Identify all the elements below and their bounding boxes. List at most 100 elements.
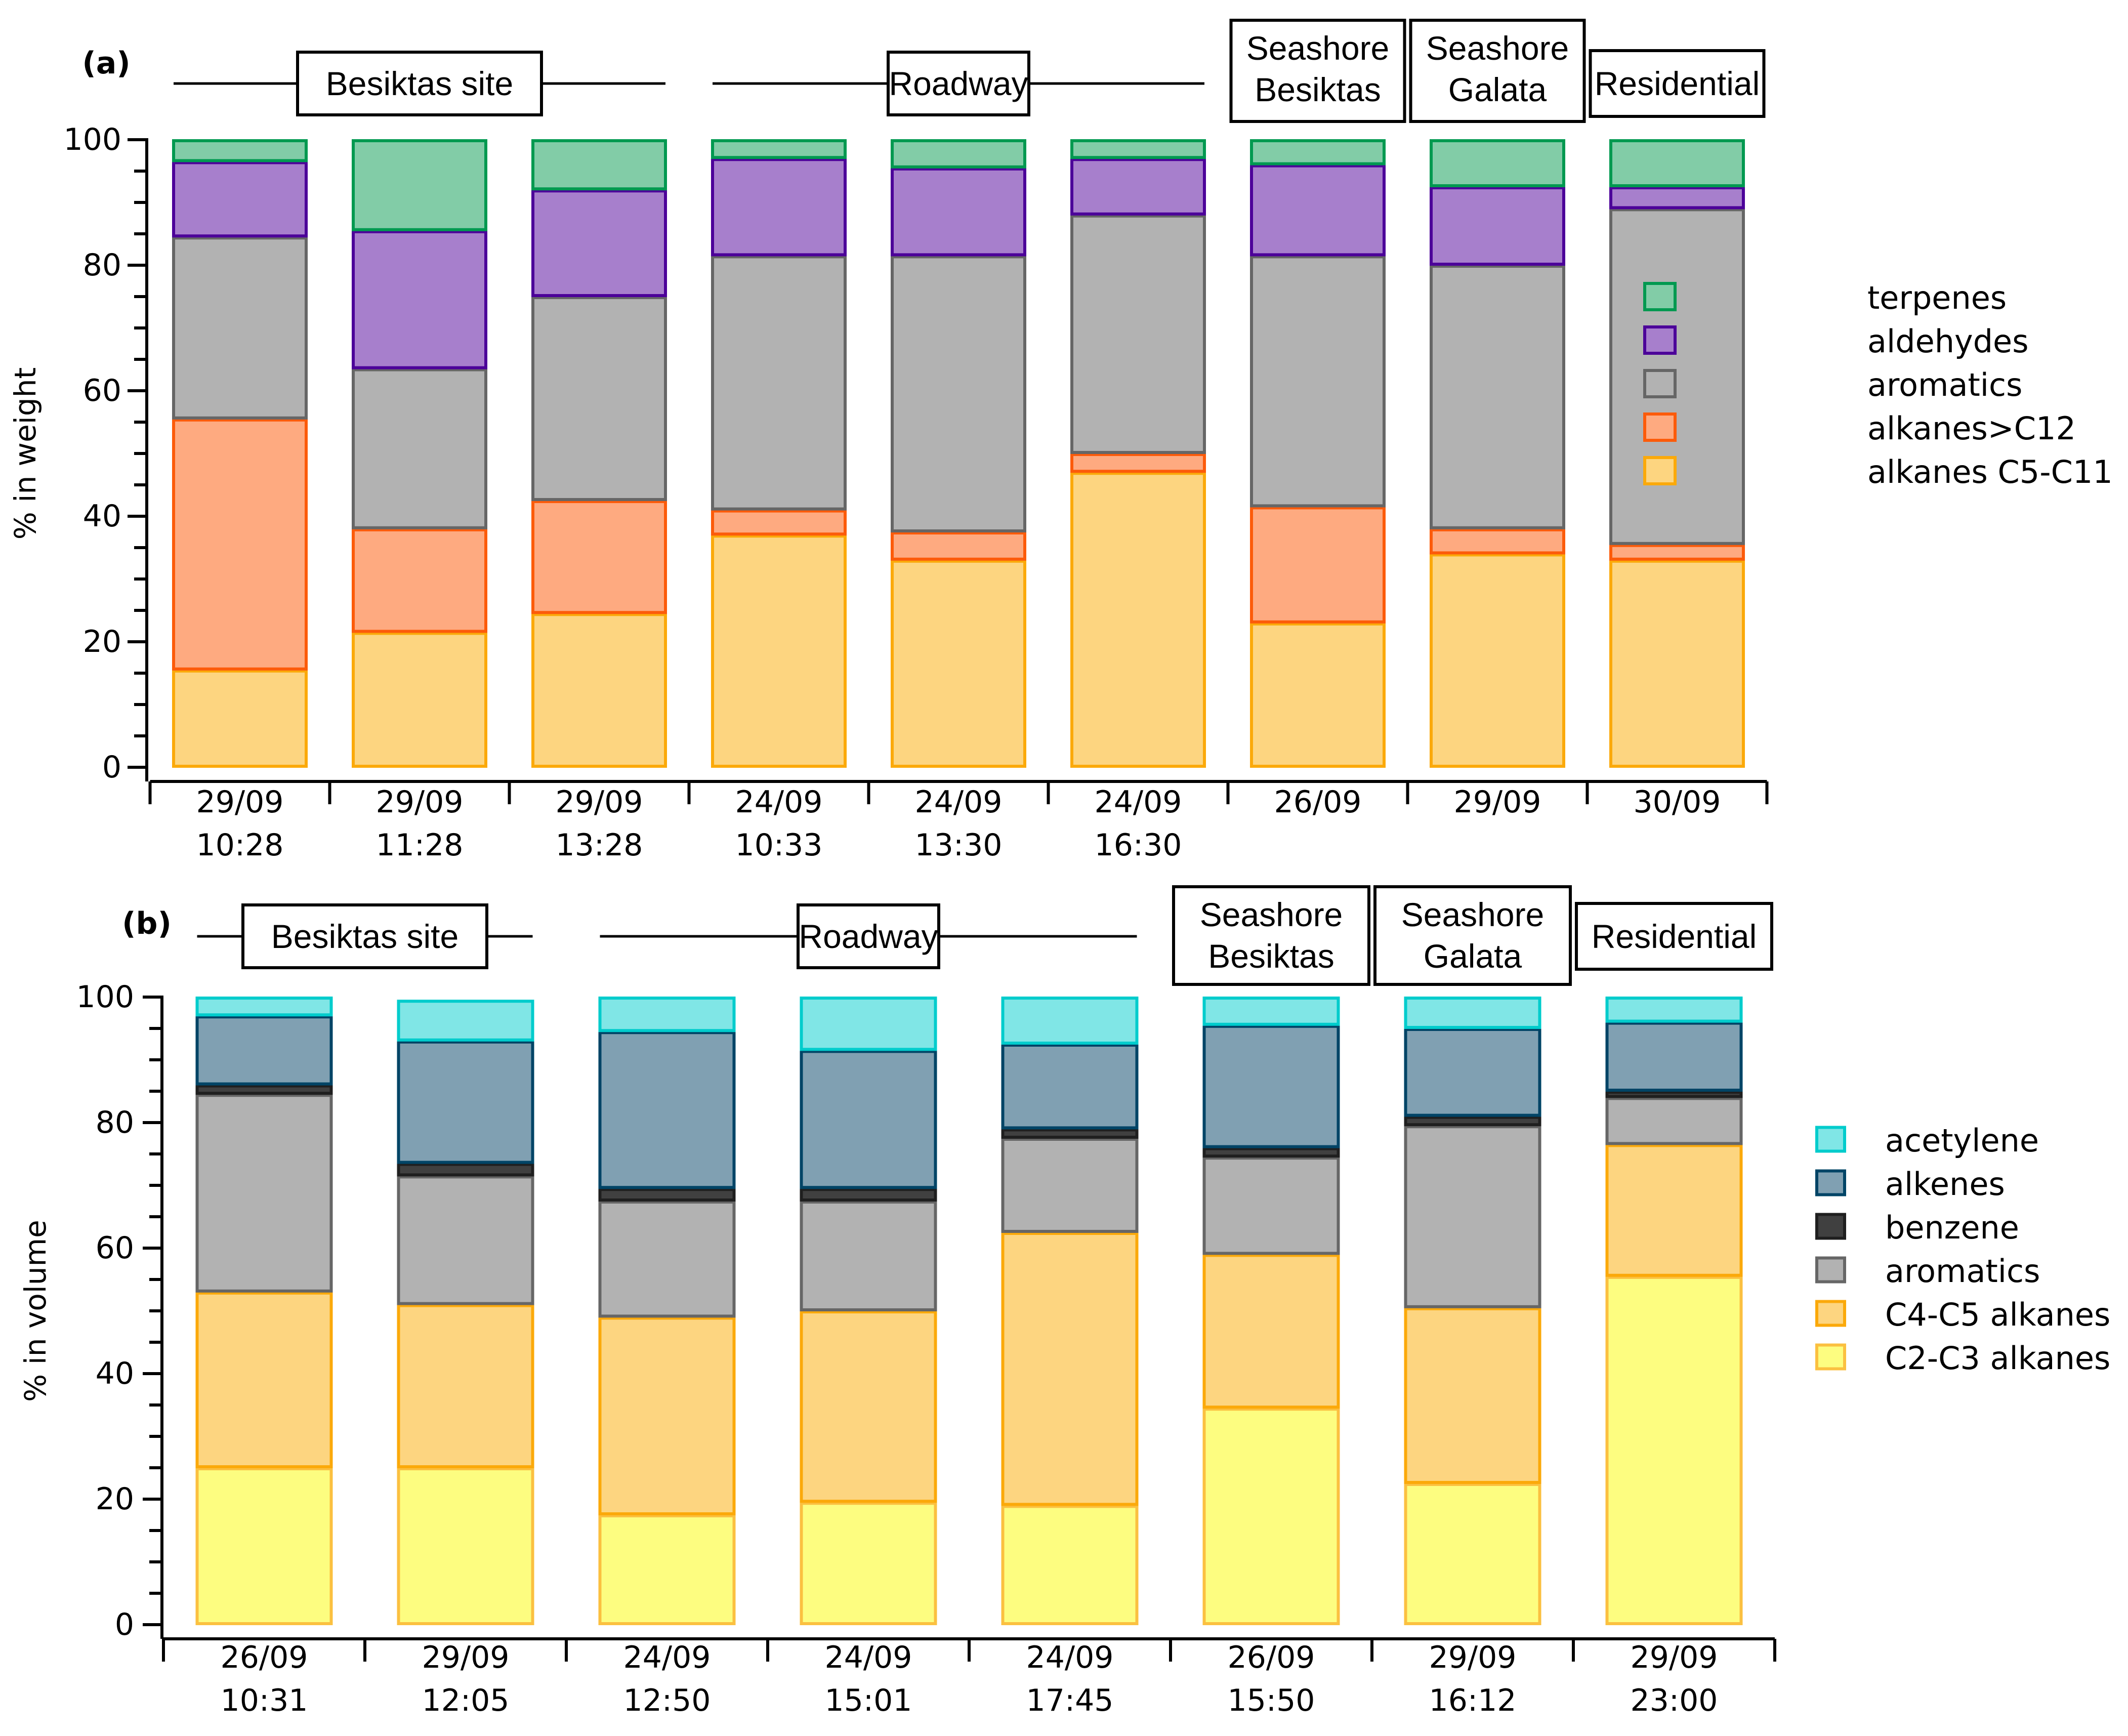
- legend-swatch: [1815, 1256, 1846, 1284]
- bar-segment-alkanes-c5-c11: [531, 613, 667, 768]
- site-group-label: Besiktas site: [197, 903, 533, 969]
- bar-segment-alkanes-c12: [711, 509, 847, 536]
- panel-label: (a): [82, 46, 130, 81]
- bar-segment-alkenes: [195, 1015, 333, 1086]
- bar-segment-alkanes-c12: [352, 528, 487, 633]
- bar-stack: [891, 139, 1026, 768]
- bar-segment-aromatics: [1001, 1138, 1139, 1233]
- y-tick-label: 100: [63, 122, 121, 157]
- bar-segment-benzene: [1001, 1128, 1139, 1139]
- site-label-box: [1373, 885, 1572, 986]
- x-tick-label-date: 29/09: [1454, 784, 1541, 820]
- y-tick-label: 20: [96, 1481, 134, 1517]
- bar-segment-c2-c3-alkanes: [397, 1467, 534, 1625]
- bar-segment-c2-c3-alkanes: [1202, 1408, 1340, 1625]
- site-group-label: Seashore Besiktas: [1229, 19, 1406, 123]
- bar-segment-terpenes: [1250, 139, 1386, 166]
- y-tick-label: 40: [96, 1356, 134, 1391]
- bar-segment-acetylene: [1404, 997, 1541, 1029]
- legend-item: terpenes: [1643, 279, 2007, 316]
- site-label-text: Roadway: [799, 918, 938, 955]
- bar-segment-c2-c3-alkanes: [598, 1514, 736, 1625]
- site-group-label: Roadway: [600, 903, 1137, 969]
- y-tick-label: 80: [83, 247, 121, 283]
- legend-label: acetylene: [1885, 1122, 2039, 1159]
- bar-segment-aromatics: [1430, 265, 1565, 529]
- bar-segment-alkanes-c12: [1250, 506, 1386, 624]
- bar-segment-benzene: [800, 1188, 937, 1202]
- legend-swatch: [1815, 1343, 1846, 1371]
- bar-stack: [598, 997, 736, 1625]
- legend-item: C2-C3 alkanes: [1815, 1340, 2110, 1377]
- legend-item: aromatics: [1815, 1253, 2040, 1290]
- x-tick-label-time: 13:30: [915, 828, 1003, 863]
- x-tick-label-time: 10:33: [735, 828, 823, 863]
- bar-segment-aldehydes: [352, 230, 487, 369]
- site-label-box: [296, 51, 543, 116]
- bar-segment-acetylene: [598, 997, 736, 1032]
- x-tick-label-time: 17:45: [1026, 1683, 1114, 1718]
- bar-segment-benzene: [195, 1084, 333, 1095]
- legend-label: C4-C5 alkanes: [1885, 1296, 2110, 1333]
- bar-segment-alkanes-c5-c11: [1250, 622, 1386, 768]
- y-tick-label: 0: [115, 1607, 134, 1642]
- site-label-text: Residential: [1592, 918, 1757, 955]
- bar-segment-alkanes-c5-c11: [1609, 559, 1745, 768]
- bar-stack: [1404, 997, 1541, 1625]
- bar-segment-alkenes: [397, 1040, 534, 1164]
- x-tick-label-time: 23:00: [1631, 1683, 1718, 1718]
- bar-segment-aldehydes: [711, 158, 847, 257]
- site-label-box: [1409, 19, 1586, 123]
- legend: acetylene alkenes benzene aromatics C4-C5 al…: [1815, 1122, 2110, 1377]
- y-tick-label: 60: [83, 373, 121, 408]
- bar-segment-terpenes: [531, 139, 667, 191]
- bar-stack: [195, 997, 333, 1625]
- site-label-text: Galata: [1424, 937, 1522, 975]
- bar-segment-benzene: [1605, 1091, 1743, 1098]
- site-label-text: Roadway: [889, 65, 1028, 102]
- bar-segment-acetylene: [1202, 997, 1340, 1026]
- x-tick-label-time: 15:50: [1228, 1683, 1315, 1718]
- site-label-box: [1575, 902, 1773, 971]
- site-group-label: Seashore Galata: [1409, 19, 1586, 123]
- x-tick-label-time: 15:01: [825, 1683, 912, 1718]
- site-label-box: [241, 903, 488, 969]
- legend-swatch: [1643, 456, 1677, 485]
- bar-segment-aldehydes: [1070, 158, 1206, 216]
- legend-label: aldehydes: [1867, 323, 2029, 360]
- bar-segment-aromatics: [172, 236, 308, 420]
- bar-segment-c4-c5-alkanes: [1605, 1144, 1743, 1277]
- bar-segment-c4-c5-alkanes: [598, 1316, 736, 1515]
- bar-stack: [1001, 997, 1139, 1625]
- x-tick-label-time: 11:28: [376, 828, 464, 863]
- bar-segment-alkenes: [1404, 1028, 1541, 1117]
- bar-segment-acetylene: [195, 997, 333, 1017]
- x-tick-label-date: 29/09: [1429, 1640, 1517, 1675]
- bar-segment-aromatics: [598, 1201, 736, 1318]
- bar-stack: [800, 997, 937, 1625]
- bar-segment-terpenes: [1609, 139, 1745, 187]
- site-group-label: Seashore Galata: [1373, 885, 1572, 986]
- bar-segment-aromatics: [891, 255, 1026, 532]
- bar-segment-alkenes: [1605, 1021, 1743, 1092]
- legend-swatch: [1815, 1169, 1846, 1196]
- bar-segment-c4-c5-alkanes: [1001, 1232, 1139, 1506]
- bar-segment-c4-c5-alkanes: [1202, 1254, 1340, 1409]
- bar-segment-alkenes: [598, 1031, 736, 1189]
- bar-stack: [352, 139, 487, 768]
- bar-stack: [1202, 997, 1340, 1625]
- site-label-text: Besiktas site: [271, 918, 458, 955]
- legend-item: alkanes C5-C11: [1643, 453, 2113, 490]
- bar-segment-terpenes: [1070, 139, 1206, 159]
- legend-item: alkanes>C12: [1643, 410, 2076, 447]
- legend-swatch: [1815, 1126, 1846, 1153]
- x-tick-label-time: 16:12: [1429, 1683, 1517, 1718]
- legend: terpenes aldehydes aromatics alkanes>C12 alk…: [1643, 279, 2113, 490]
- bar-segment-acetylene: [397, 1000, 534, 1042]
- y-axis-label: % in weight: [8, 367, 43, 540]
- x-tick-label-date: 24/09: [1095, 784, 1182, 820]
- bar-segment-c2-c3-alkanes: [195, 1467, 333, 1625]
- site-label-box: [797, 903, 940, 969]
- bar-segment-c2-c3-alkanes: [1404, 1483, 1541, 1625]
- legend-swatch: [1643, 369, 1677, 398]
